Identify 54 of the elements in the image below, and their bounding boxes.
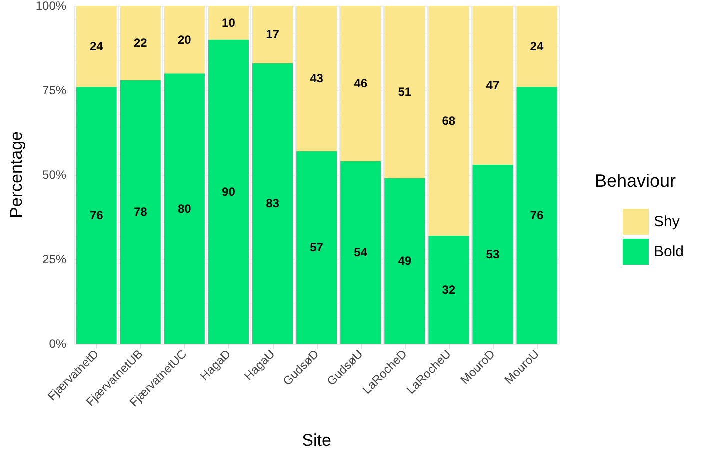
legend-label: Shy [654,214,680,230]
data-label: 20 [178,32,192,47]
bar [384,6,426,178]
bar [120,80,161,344]
bar [252,6,294,64]
y-tick-label: 100% [36,0,67,13]
data-label: 43 [310,72,324,86]
data-label: 83 [266,196,280,211]
bar [208,40,249,344]
bar [120,6,161,80]
data-label: 47 [486,78,500,92]
bar [516,87,558,344]
data-label: 46 [354,76,368,91]
data-label: 68 [442,114,456,128]
bar [340,161,382,344]
data-label: 76 [90,208,104,223]
bar [472,6,514,165]
data-label: 90 [222,184,236,199]
bar [76,6,117,88]
data-label: 54 [354,246,368,260]
bar [164,74,205,344]
data-label: 78 [134,205,148,220]
data-label: 53 [486,247,500,262]
bar [76,87,117,344]
data-label: 17 [266,28,280,42]
data-label: 57 [310,240,324,255]
legend-label: Bold [654,244,684,260]
data-label: 24 [530,40,544,54]
data-label: 49 [398,254,412,268]
data-label: 76 [530,208,544,223]
y-axis-title: Percentage [7,132,26,218]
y-tick-label: 25% [42,252,67,266]
y-tick-label: 50% [42,168,67,182]
data-label: 22 [134,36,148,50]
bar [428,236,470,344]
bar [516,6,558,88]
bar [296,6,338,152]
bar [340,6,382,162]
bar [252,63,294,344]
y-tick-label: 75% [42,84,67,98]
data-label: 51 [398,85,412,100]
bar [384,178,426,344]
bar [164,6,205,74]
bar [428,6,470,236]
data-label: 80 [178,202,192,216]
bar [472,164,514,344]
bar [296,151,338,344]
bar [208,6,249,40]
data-label: 32 [442,282,456,297]
y-tick-label: 0% [49,337,67,351]
x-axis-title: Site [302,431,332,450]
data-label: 10 [222,16,236,30]
data-label: 24 [90,40,104,54]
legend-title: Behaviour [594,171,676,191]
